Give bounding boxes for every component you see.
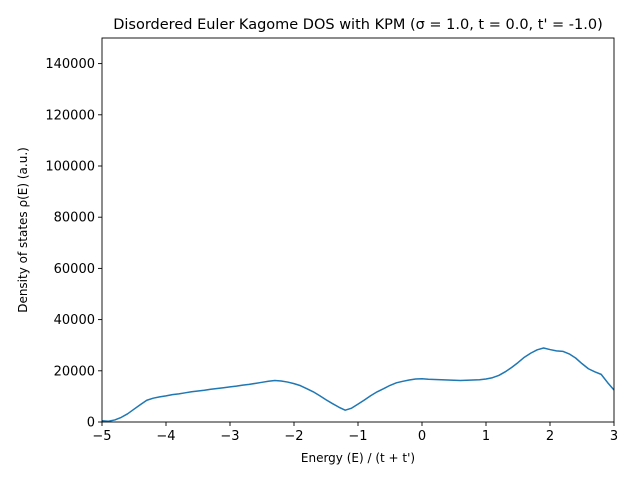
- y-tick-label: 20000: [54, 364, 95, 379]
- x-tick-label: −2: [284, 429, 303, 444]
- x-tick-label: 0: [418, 429, 426, 444]
- dos-series-line: [101, 347, 615, 422]
- y-tick-label: 120000: [45, 108, 95, 123]
- x-axis-ticks: −5 −4 −3 −2 −1 0 1 2 3: [92, 422, 618, 444]
- x-tick-label: −5: [92, 429, 111, 444]
- chart-title: Disordered Euler Kagome DOS with KPM (σ …: [113, 17, 603, 33]
- x-tick-label: 1: [482, 429, 490, 444]
- x-tick-label: 2: [546, 429, 554, 444]
- plot-frame: [101, 37, 615, 423]
- x-tick-label: −3: [220, 429, 239, 444]
- x-tick-label: 3: [610, 429, 618, 444]
- y-tick-label: 140000: [45, 57, 95, 72]
- y-axis-label: Density of states ρ(E) (a.u.): [16, 147, 30, 313]
- y-tick-label: 80000: [54, 211, 95, 226]
- y-tick-label: 40000: [54, 313, 95, 328]
- y-tick-label: 100000: [45, 160, 95, 175]
- y-tick-label: 60000: [54, 262, 95, 277]
- x-tick-label: −1: [348, 429, 367, 444]
- y-axis-ticks: 0 20000 40000 60000 80000 100000 120000 140000: [45, 57, 102, 431]
- x-axis-label: Energy (E) / (t + t'): [301, 451, 415, 465]
- y-tick-label: 0: [87, 416, 95, 431]
- x-tick-label: −4: [156, 429, 175, 444]
